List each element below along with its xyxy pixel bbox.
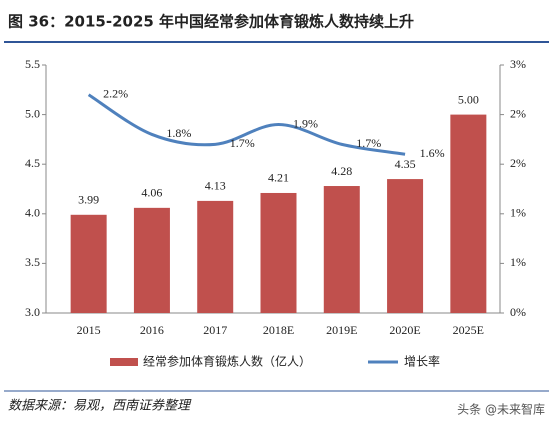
- line-label: 1.7%: [230, 136, 255, 150]
- y2-tick-label: 1%: [510, 206, 526, 220]
- bar: [70, 214, 107, 313]
- bar-label: 4.35: [395, 157, 416, 171]
- y2-tick-label: 2%: [510, 156, 526, 170]
- x-tick-label: 2020E: [389, 323, 420, 337]
- legend-label: 增长率: [404, 354, 440, 369]
- bar-label: 5.00: [458, 92, 479, 106]
- line-label: 1.7%: [356, 136, 381, 150]
- watermark: 头条 @未来智库: [457, 402, 545, 417]
- x-tick-label: 2015: [77, 323, 101, 337]
- bar-label: 4.06: [141, 186, 162, 200]
- bar: [450, 114, 487, 313]
- x-tick-label: 2025E: [453, 323, 484, 337]
- bar-label: 3.99: [78, 193, 99, 207]
- y-tick-label: 4.5: [25, 156, 40, 170]
- bar: [260, 192, 297, 313]
- y2-tick-label: 2%: [510, 106, 526, 120]
- x-tick-label: 2017: [203, 323, 227, 337]
- line-label: 1.8%: [166, 126, 191, 140]
- y-tick-label: 5.0: [25, 106, 40, 120]
- x-tick-label: 2019E: [326, 323, 357, 337]
- line-label: 1.9%: [293, 116, 318, 130]
- x-tick-label: 2016: [140, 323, 164, 337]
- bar: [133, 207, 170, 313]
- y-tick-label: 3.0: [25, 305, 40, 319]
- growth-line: [87, 93, 406, 156]
- bar: [387, 179, 424, 313]
- line-label: 1.6%: [420, 146, 445, 160]
- y-tick-label: 4.0: [25, 206, 40, 220]
- line-label: 2.2%: [103, 87, 128, 101]
- bar: [197, 200, 234, 313]
- y-tick-label: 3.5: [25, 255, 40, 269]
- bar-label: 4.28: [331, 164, 352, 178]
- y2-tick-label: 1%: [510, 255, 526, 269]
- legend-swatch: [110, 358, 138, 366]
- y-tick-label: 5.5: [25, 57, 40, 71]
- source: 数据来源：易观，西南证券整理: [8, 399, 192, 414]
- y2-tick-label: 0%: [510, 305, 526, 319]
- x-tick-label: 2018E: [263, 323, 294, 337]
- bar: [323, 186, 360, 313]
- chart-title: 图 36：2015-2025 年中国经常参加体育锻炼人数持续上升: [8, 13, 414, 31]
- bar-label: 4.21: [268, 171, 289, 185]
- bar-label: 4.13: [205, 179, 226, 193]
- legend-label: 经常参加体育锻炼人数（亿人）: [143, 354, 311, 369]
- y2-tick-label: 3%: [510, 57, 526, 71]
